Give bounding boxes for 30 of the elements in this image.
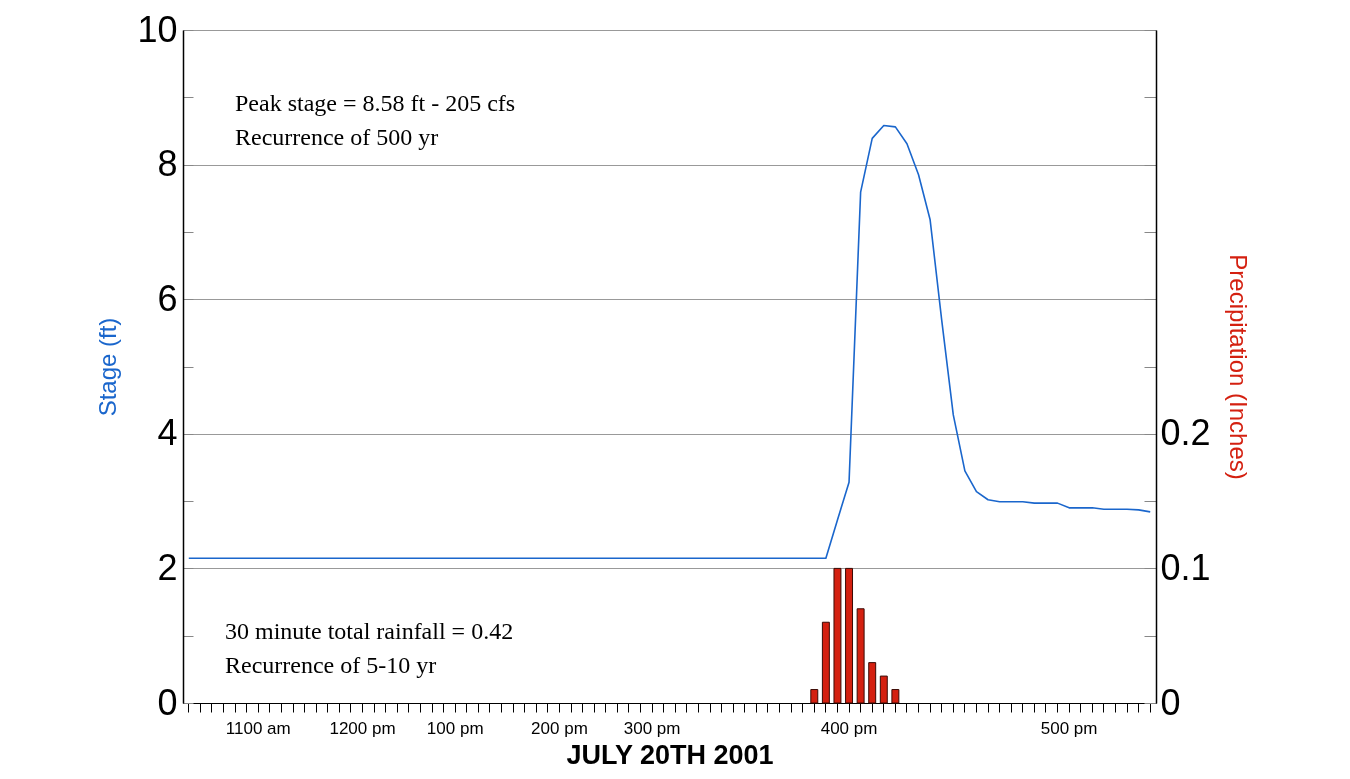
y-tick-label: 6 bbox=[157, 277, 178, 319]
y-tick-label: 8 bbox=[157, 143, 178, 185]
bar bbox=[856, 608, 865, 704]
x-axis-title: JULY 20TH 2001 bbox=[566, 739, 774, 770]
bar bbox=[845, 567, 854, 704]
x-tick-label: 1100 am bbox=[225, 718, 291, 738]
annotation: 30 minute total rainfall = 0.42 Recurrence of 5-10 yr bbox=[225, 618, 514, 678]
bar bbox=[879, 675, 888, 704]
x-tick-label: 100 pm bbox=[426, 718, 484, 738]
y-tick-label: 10 bbox=[137, 8, 178, 50]
x-tick-label: 1200 pm bbox=[329, 718, 396, 738]
y-axis-title: Stage (ft) bbox=[94, 317, 122, 417]
annotation: Peak stage = 8.58 ft - 205 cfs Recurrence of 500 yr bbox=[235, 90, 516, 150]
x-tick-label: 500 pm bbox=[1040, 718, 1098, 738]
x-tick-label: 300 pm bbox=[623, 718, 681, 738]
y-tick-label: 0 bbox=[157, 681, 178, 723]
x-tick-label: 400 pm bbox=[820, 718, 878, 738]
line-series bbox=[187, 124, 1152, 560]
x-tick-label: 200 pm bbox=[531, 718, 588, 738]
bar bbox=[821, 621, 830, 704]
y2-tick-label: 0 bbox=[1160, 681, 1181, 723]
bar bbox=[810, 689, 819, 704]
y2-axis-title: Precipitation (Inches) bbox=[1224, 254, 1252, 480]
y2-tick-label: 0.2 bbox=[1160, 412, 1211, 454]
bar bbox=[891, 689, 900, 704]
y-tick-label: 2 bbox=[157, 546, 178, 588]
bar bbox=[833, 567, 842, 704]
y2-tick-label: 0.1 bbox=[1160, 546, 1211, 588]
bar bbox=[868, 662, 877, 704]
y-tick-label: 4 bbox=[157, 412, 178, 454]
